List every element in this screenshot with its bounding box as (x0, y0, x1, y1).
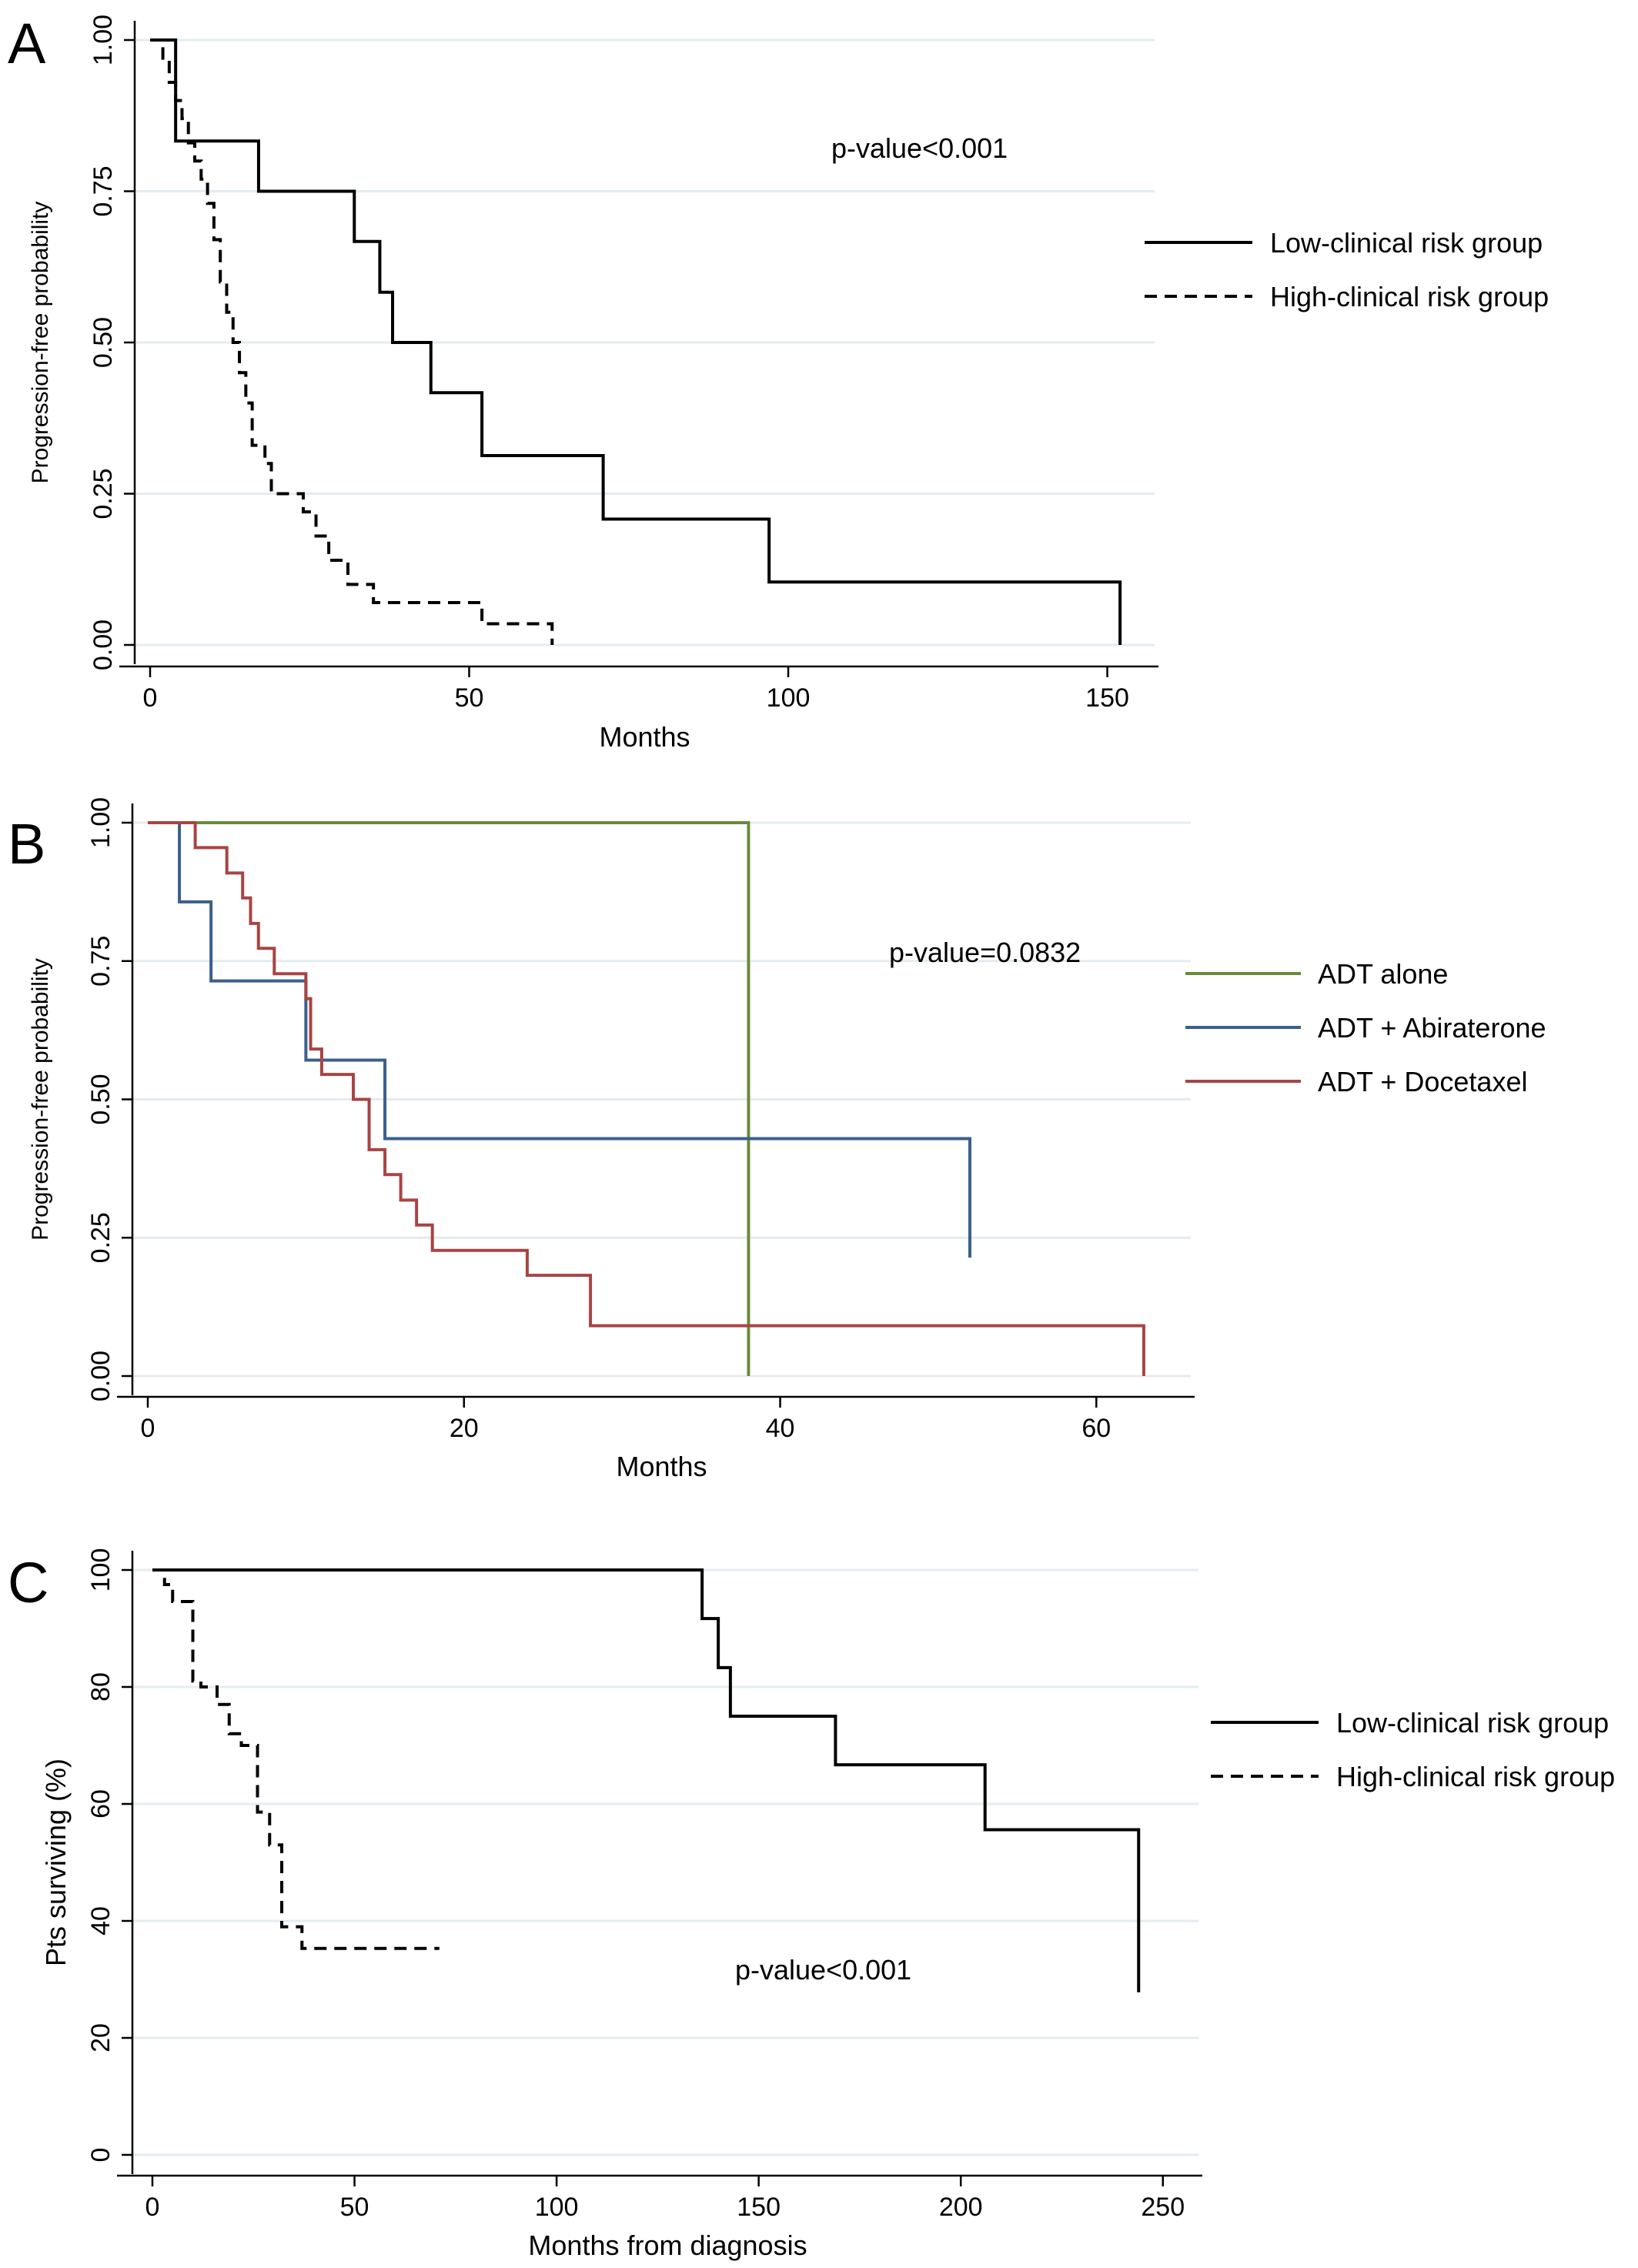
series-line (150, 38, 554, 645)
x-tick-label: 50 (340, 2193, 369, 2222)
x-tick-label: 100 (767, 683, 811, 713)
p-value-annotation: p-value<0.001 (735, 1954, 911, 1986)
y-tick-label: 0.00 (86, 1351, 115, 1401)
y-tick-label: 20 (86, 2023, 115, 2053)
chart-a: 0.00 0.25 0.50 0.75 1.00 0 50 100 150 Months Progr… (28, 15, 1549, 753)
panel-letter: A (8, 12, 46, 75)
x-tick-label: 0 (143, 683, 158, 713)
series-line (152, 1568, 1141, 1992)
legend-label: Low-clinical risk group (1336, 1707, 1609, 1739)
series-line (152, 1568, 440, 1950)
y-tick-label: 0.50 (86, 1074, 115, 1124)
x-axis-title: Months (599, 721, 690, 753)
y-tick-label: 0 (86, 2148, 115, 2163)
x-tick-label: 0 (141, 1414, 155, 1443)
y-axis-title: Pts surviving (%) (40, 1759, 72, 1966)
y-tick-label: 0.75 (86, 936, 115, 987)
panel-a: A 0.00 0.25 0.50 0.75 1.00 0 50 100 150 Months Pro… (0, 0, 1638, 770)
y-tick-label: 80 (86, 1672, 115, 1702)
p-value-annotation: p-value<0.001 (831, 132, 1008, 164)
x-tick-label: 0 (145, 2193, 160, 2222)
x-tick-label: 50 (455, 683, 484, 713)
x-tick-label: 150 (1085, 683, 1129, 713)
x-tick-label: 100 (535, 2193, 579, 2222)
legend-label: ADT alone (1318, 958, 1448, 990)
y-tick-label: 1.00 (89, 15, 118, 65)
panel-letter: C (8, 1551, 49, 1615)
y-tick-label: 0.25 (86, 1212, 115, 1263)
legend-label: ADT + Abiraterone (1318, 1012, 1546, 1044)
y-tick-label: 1.00 (86, 797, 115, 848)
y-tick-label: 0.75 (89, 165, 118, 216)
x-tick-label: 250 (1141, 2193, 1185, 2222)
legend-label: High-clinical risk group (1336, 1761, 1615, 1792)
x-axis-title: Months (616, 1451, 707, 1482)
y-axis-title: Progression-free probability (28, 958, 53, 1241)
y-tick-label: 100 (86, 1548, 115, 1592)
x-tick-label: 150 (737, 2193, 781, 2222)
y-tick-label: 0.50 (89, 317, 118, 368)
p-value-annotation: p-value=0.0832 (889, 937, 1081, 968)
legend-label: Low-clinical risk group (1270, 227, 1543, 259)
x-tick-label: 60 (1081, 1414, 1111, 1443)
x-tick-label: 200 (939, 2193, 983, 2222)
legend-label: High-clinical risk group (1270, 281, 1549, 312)
y-tick-label: 0.00 (89, 620, 118, 670)
legend-label: ADT + Docetaxel (1318, 1066, 1527, 1097)
x-tick-label: 20 (450, 1414, 479, 1443)
series-line (148, 821, 750, 1376)
panel-b: B 0.00 0.25 0.50 0.75 1.00 0 20 40 60 Months Progr… (0, 0, 1638, 1482)
series-line (148, 821, 1145, 1376)
chart-b: 0.00 0.25 0.50 0.75 1.00 0 20 40 60 Months Progres… (28, 797, 1546, 1482)
series-line (150, 38, 1122, 645)
panel-letter: B (8, 812, 46, 876)
y-tick-label: 60 (86, 1789, 115, 1819)
x-axis-title: Months from diagnosis (528, 2230, 807, 2261)
y-tick-label: 40 (86, 1906, 115, 1936)
y-axis-title: Progression-free probability (28, 202, 53, 484)
x-tick-label: 40 (766, 1414, 795, 1443)
y-tick-label: 0.25 (89, 468, 118, 519)
